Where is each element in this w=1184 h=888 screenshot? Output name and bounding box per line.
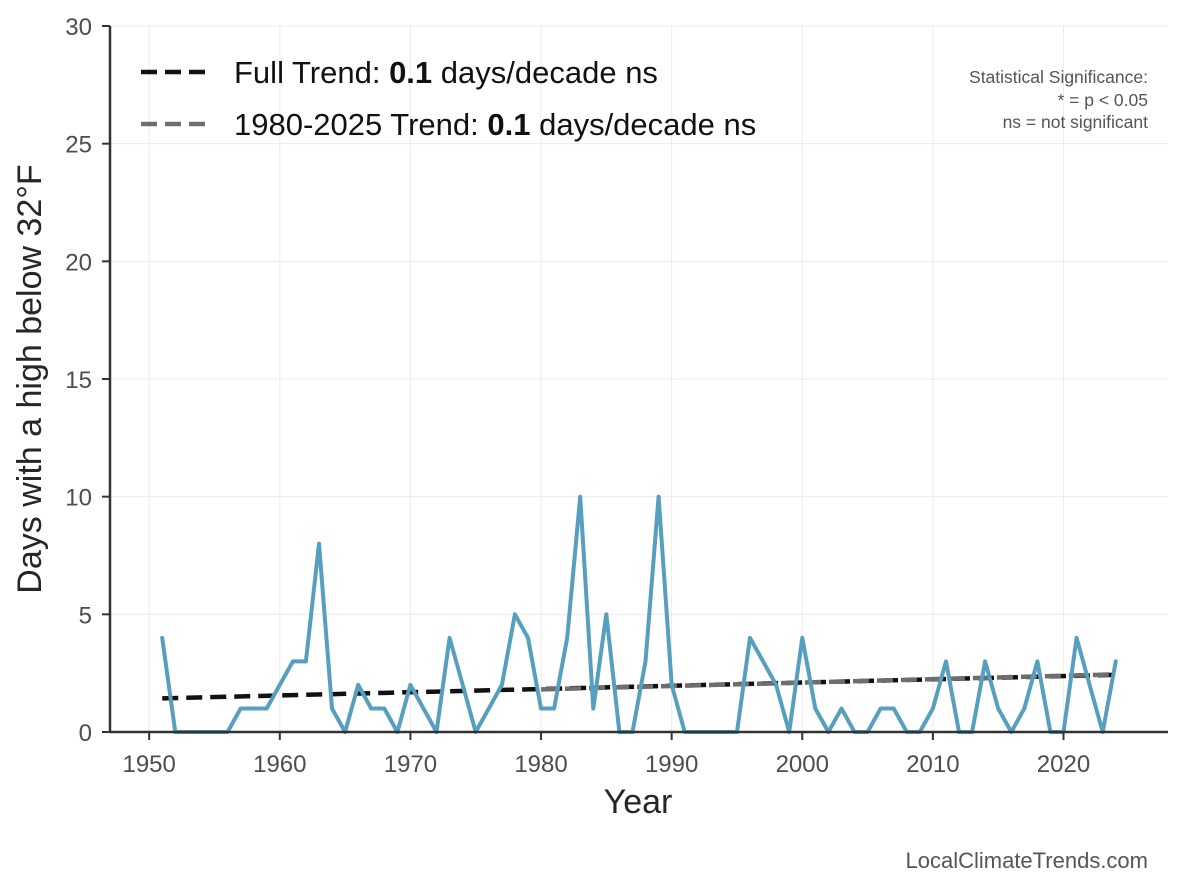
legend-full-trend-prefix: Full Trend:: [234, 55, 389, 90]
x-tick-label-1970: 1970: [384, 751, 437, 778]
y-tick-label-25: 25: [65, 132, 92, 159]
data-point-2021: [1074, 636, 1079, 640]
y-tick-label-5: 5: [79, 602, 92, 629]
significance-title: Statistical Significance:: [969, 67, 1148, 87]
data-point-1962: [304, 659, 308, 664]
data-point-1974: [460, 683, 465, 687]
x-tick-label-2010: 2010: [906, 751, 959, 778]
y-tick-label-30: 30: [65, 14, 92, 41]
data-point-1998: [774, 683, 778, 687]
data-point-1980: [539, 706, 543, 711]
x-tick-label-1960: 1960: [253, 751, 306, 778]
data-point-1961: [291, 659, 295, 664]
x-tick-label-1980: 1980: [514, 751, 567, 778]
data-point-1970: [408, 683, 413, 687]
data-point-2007: [891, 706, 896, 711]
data-point-1951: [160, 636, 165, 640]
data-point-1966: [356, 683, 360, 687]
data-point-1990: [669, 683, 674, 687]
significance-note: Statistical Significance: * = p < 0.05 n…: [969, 67, 1148, 132]
y-tick-label-0: 0: [79, 720, 92, 747]
data-point-1958: [251, 706, 256, 711]
legend-full-trend-suffix: days/decade ns: [432, 55, 658, 90]
data-point-1983: [578, 494, 583, 499]
data-point-2001: [813, 706, 818, 711]
legend-recent-trend-suffix: days/decade ns: [530, 107, 756, 142]
data-point-2003: [839, 706, 844, 711]
y-tick-label-20: 20: [65, 249, 92, 276]
data-point-2014: [983, 659, 987, 664]
data-point-1968: [382, 706, 387, 711]
data-point-1976: [486, 706, 491, 711]
legend-recent-trend-value: 0.1: [487, 107, 530, 142]
y-axis-title: Days with a high below 32°F: [11, 164, 49, 593]
data-point-2017: [1022, 706, 1027, 711]
data-point-2000: [800, 636, 805, 640]
y-tick-label-10: 10: [65, 485, 92, 512]
data-point-1963: [317, 541, 321, 546]
data-point-1982: [565, 636, 569, 640]
grid: [110, 25, 1168, 733]
data-point-2010: [931, 706, 935, 711]
x-axis-title: Year: [604, 783, 673, 821]
watermark: LocalClimateTrends.com: [906, 848, 1149, 873]
legend-recent-trend-prefix: 1980-2025 Trend:: [234, 107, 487, 142]
data-point-1964: [330, 706, 334, 711]
data-point-1981: [552, 706, 556, 711]
data-point-2018: [1035, 659, 1040, 664]
ticks: 1950 1960 1970 1980 1990 2000 2010 2020 0 5 10 15 20…: [65, 14, 1090, 778]
data-point-1959: [264, 706, 269, 711]
significance-ns: ns = not significant: [1003, 112, 1149, 132]
data-point-1960: [278, 683, 282, 687]
x-tick-label-2000: 2000: [776, 751, 829, 778]
data-point-1967: [369, 706, 374, 711]
data-point-2015: [996, 706, 1000, 711]
data-point-2006: [878, 706, 883, 711]
legend-full-trend-value: 0.1: [389, 55, 432, 90]
data-point-1985: [604, 612, 609, 617]
series-line-0: [160, 494, 1118, 734]
trend-lines: [162, 672, 1116, 701]
significance-star: * = p < 0.05: [1058, 90, 1149, 110]
data-point-2011: [944, 659, 948, 664]
data-point-1979: [526, 636, 530, 640]
x-tick-label-1950: 1950: [122, 751, 175, 778]
data-point-1977: [500, 683, 504, 687]
data-point-1997: [761, 659, 765, 664]
y-tick-label-15: 15: [65, 367, 92, 394]
data-point-2024: [1113, 659, 1118, 664]
data-point-1996: [748, 636, 752, 640]
data-point-1988: [643, 659, 648, 664]
data-point-1978: [513, 612, 517, 617]
data-point-1984: [591, 706, 596, 711]
legend: Full Trend: 0.1 days/decade ns 1980-2025…: [141, 55, 756, 142]
x-tick-label-2020: 2020: [1037, 751, 1090, 778]
legend-label-recent-trend: 1980-2025 Trend: 0.1 days/decade ns: [234, 107, 756, 142]
x-tick-label-1990: 1990: [645, 751, 698, 778]
data-point-2022: [1087, 683, 1092, 687]
data-point-1957: [238, 706, 243, 711]
data-point-1971: [421, 706, 426, 711]
data-point-1989: [656, 494, 661, 499]
data-point-1973: [447, 636, 452, 640]
legend-label-full-trend: Full Trend: 0.1 days/decade ns: [234, 55, 658, 90]
